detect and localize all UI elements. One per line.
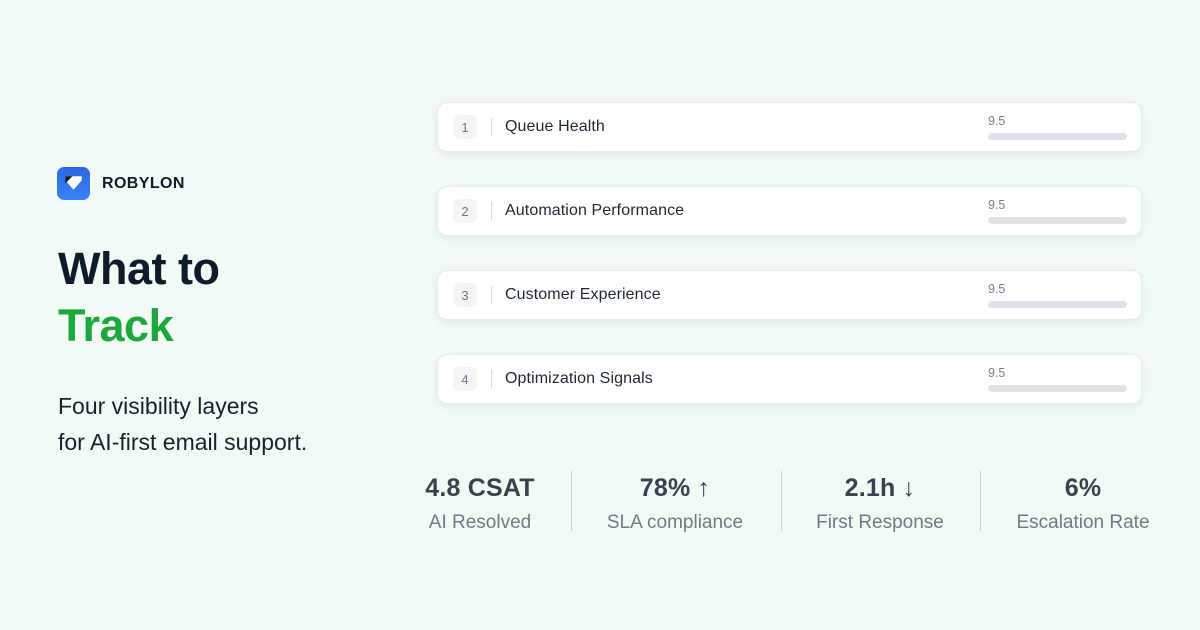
- layer-card-customer-experience: 3 Customer Experience 9.5: [437, 270, 1142, 320]
- vertical-divider: [491, 370, 492, 388]
- vertical-divider: [491, 118, 492, 136]
- page-title-line1: What to: [58, 243, 220, 294]
- stat-ai-resolved: 4.8 CSAT AI Resolved: [380, 474, 580, 534]
- stat-value: 6%: [1064, 474, 1102, 502]
- score-value: 9.5: [988, 282, 1006, 296]
- stat-label: SLA compliance: [606, 512, 744, 533]
- page-subtitle-line1: Four visibility layers: [58, 393, 259, 419]
- score-bar-track: [988, 301, 1127, 308]
- layer-score: 9.5: [988, 198, 1127, 224]
- page-subtitle-line2: for AI-first email support.: [58, 429, 308, 455]
- layer-score: 9.5: [988, 366, 1127, 392]
- layer-title: Optimization Signals: [505, 370, 653, 387]
- score-value: 9.5: [988, 198, 1006, 212]
- score-value: 9.5: [988, 366, 1006, 380]
- page-title: What to Track: [58, 240, 220, 354]
- stat-divider: [781, 471, 782, 531]
- layer-title: Customer Experience: [505, 286, 661, 303]
- layer-card-queue-health: 1 Queue Health 9.5: [437, 102, 1142, 152]
- layer-score: 9.5: [988, 282, 1127, 308]
- page-title-line2-accent: Track: [58, 300, 174, 351]
- score-bar-track: [988, 133, 1127, 140]
- stat-label: AI Resolved: [428, 512, 532, 533]
- layer-number-badge: 1: [453, 115, 477, 139]
- layer-card-automation-performance: 2 Automation Performance 9.5: [437, 186, 1142, 236]
- layer-card-optimization-signals: 4 Optimization Signals 9.5: [437, 354, 1142, 404]
- visibility-layer-list: 1 Queue Health 9.5 2 Automation Performa…: [437, 102, 1142, 404]
- vertical-divider: [491, 202, 492, 220]
- score-bar-track: [988, 385, 1127, 392]
- stat-divider: [980, 471, 981, 531]
- stat-value: 4.8 CSAT: [425, 474, 535, 502]
- layer-number-badge: 2: [453, 199, 477, 223]
- stat-value: 78% ↑: [639, 474, 711, 502]
- page-subtitle: Four visibility layers for AI-first email…: [58, 388, 307, 460]
- stat-divider: [571, 471, 572, 531]
- score-bar-track: [988, 217, 1127, 224]
- stat-label: Escalation Rate: [1016, 512, 1150, 533]
- stat-label: First Response: [816, 512, 944, 533]
- stat-first-response: 2.1h ↓ First Response: [780, 474, 980, 534]
- layer-number-badge: 3: [453, 283, 477, 307]
- stat-escalation-rate: 6% Escalation Rate: [983, 474, 1183, 534]
- score-value: 9.5: [988, 114, 1006, 128]
- layer-score: 9.5: [988, 114, 1127, 140]
- layer-title: Queue Health: [505, 118, 605, 135]
- stat-sla-compliance: 78% ↑ SLA compliance: [575, 474, 775, 534]
- layer-title: Automation Performance: [505, 202, 685, 219]
- brand-name: ROBYLON: [102, 174, 185, 192]
- layer-number-badge: 4: [453, 367, 477, 391]
- robylon-logo-icon: [57, 167, 90, 200]
- vertical-divider: [491, 286, 492, 304]
- brand: ROBYLON: [57, 167, 185, 200]
- stat-value: 2.1h ↓: [844, 474, 916, 502]
